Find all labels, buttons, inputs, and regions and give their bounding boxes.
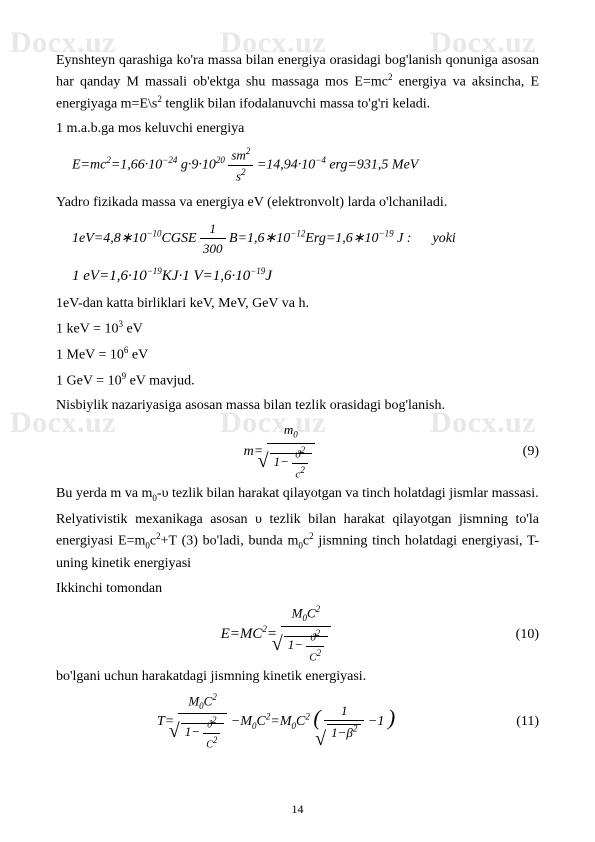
paragraph-einstein: Eynshteyn qarashiga ko'ra massa bilan en… [56, 50, 539, 114]
unit-mev: 1 MeV = 106 eV [56, 344, 539, 366]
unit-kev: 1 keV = 103 eV [56, 318, 539, 340]
eq-number-10: (10) [496, 624, 539, 645]
paragraph-nisbiylik: Nisbiylik nazariyasiga asosan massa bila… [56, 395, 539, 416]
formula-ev-joule: 1 eV=1,6·10−19KJ·1 V=1,6·10−19J [72, 265, 539, 288]
paragraph-birliklari: 1eV-dan katta birliklari keV, MeV, GeV v… [56, 293, 539, 314]
eq-number-11: (11) [496, 711, 539, 732]
formula-emc2: E=mc2=1,66·10−24 g·9·1020 sm2 s2 =14,94·… [72, 145, 539, 186]
eq-number-9: (9) [503, 441, 539, 462]
paragraph-ikkinchi: Ikkinchi tomondan [56, 578, 539, 599]
paragraph-bu-yerda: Bu yerda m va m0-υ tezlik bilan harakat … [56, 483, 539, 505]
formula-mass-velocity: m= m0 1− ϑ2 c2 (9) [56, 420, 539, 482]
formula-ev-cgse: 1eV=4,8∗10−10CGSE 1 300 B=1,6∗10−12Erg=1… [72, 219, 539, 259]
formula-kinetic: T= M0C2 1− ϑ2 C2 −M0C2=M0C2 ( [56, 691, 539, 752]
unit-gev: 1 GeV = 109 eV mavjud. [56, 370, 539, 392]
page-number: 14 [292, 800, 304, 818]
formula-energy-mc2: E=MC2= M0C2 1− ϑ2 C2 (10) [56, 603, 539, 666]
paragraph-relyativistik: Relyativistik mexanikaga asosan υ tezlik… [56, 509, 539, 574]
paragraph-bolgani: bo'lgani uchun harakatdagi jismning kine… [56, 666, 539, 687]
paragraph-mab: 1 m.a.b.ga mos keluvchi energiya [56, 118, 539, 139]
paragraph-yadro: Yadro fizikada massa va energiya eV (ele… [56, 192, 539, 213]
